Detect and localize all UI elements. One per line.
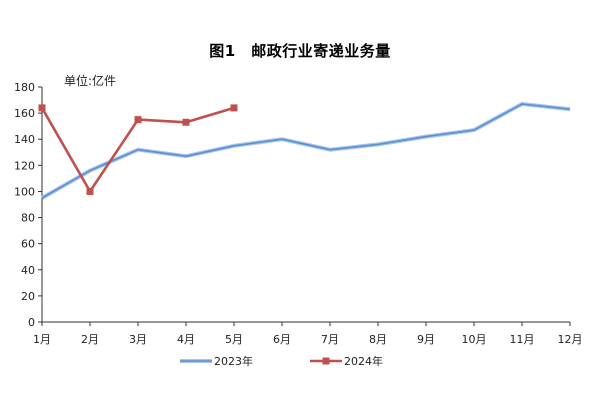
y-tick-label: 180 bbox=[14, 81, 35, 94]
series-2024-marker bbox=[230, 104, 238, 112]
x-tick-label: 6月 bbox=[273, 333, 291, 346]
legend-2024-label: 2024年 bbox=[344, 354, 383, 368]
y-tick-label: 80 bbox=[21, 212, 35, 225]
x-tick-label: 10月 bbox=[462, 333, 487, 346]
x-tick-label: 4月 bbox=[177, 333, 195, 346]
chart-title: 图1 邮政行业寄递业务量 bbox=[209, 42, 391, 60]
x-tick-label: 7月 bbox=[321, 333, 339, 346]
legend-2024-marker bbox=[322, 357, 330, 365]
y-tick-label: 20 bbox=[21, 290, 35, 303]
series-2024-marker bbox=[38, 104, 46, 112]
legend-2023-label: 2023年 bbox=[214, 354, 253, 368]
y-tick-label: 0 bbox=[28, 316, 35, 329]
series-2024-marker bbox=[134, 116, 142, 124]
x-tick-label: 1月 bbox=[33, 333, 51, 346]
y-tick-label: 120 bbox=[14, 159, 35, 172]
x-tick-label: 3月 bbox=[129, 333, 147, 346]
x-tick-label: 9月 bbox=[417, 333, 435, 346]
x-tick-label: 8月 bbox=[369, 333, 387, 346]
series-2024-marker bbox=[86, 187, 94, 195]
y-tick-label: 140 bbox=[14, 133, 35, 146]
y-tick-label: 160 bbox=[14, 107, 35, 120]
x-tick-label: 2月 bbox=[81, 333, 99, 346]
unit-label: 单位:亿件 bbox=[64, 74, 117, 88]
series-2023-line-halo bbox=[41, 102, 571, 200]
series-2024-marker bbox=[182, 118, 190, 126]
y-tick-label: 100 bbox=[14, 185, 35, 198]
y-tick-label: 40 bbox=[21, 264, 35, 277]
y-tick-label: 60 bbox=[21, 238, 35, 251]
x-tick-label: 12月 bbox=[558, 333, 583, 346]
x-tick-label: 5月 bbox=[225, 333, 243, 346]
x-tick-label: 11月 bbox=[510, 333, 535, 346]
series-2023-line bbox=[41, 103, 571, 199]
